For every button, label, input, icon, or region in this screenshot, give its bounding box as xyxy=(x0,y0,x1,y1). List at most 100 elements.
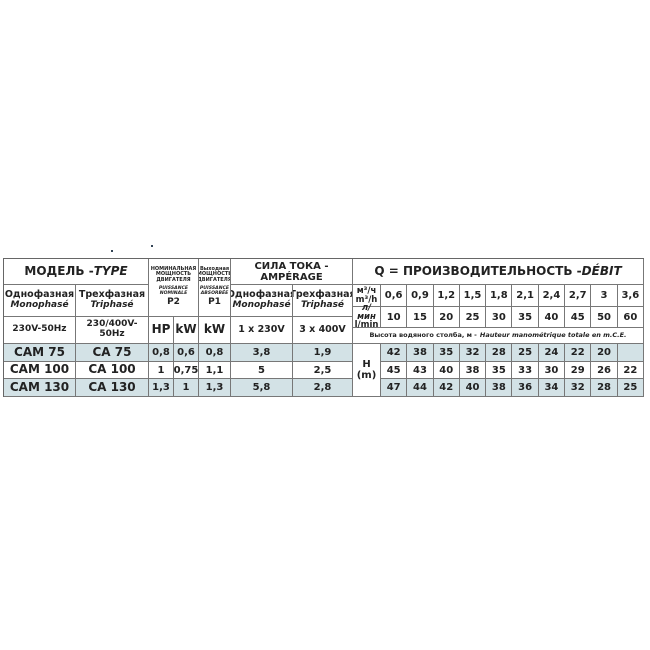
flow-m3h-value: 2,4 xyxy=(538,285,566,307)
head-value: 26 xyxy=(591,362,618,379)
flow-title-fr: DÉBIT xyxy=(581,263,622,278)
flow-m3h-value: 2,7 xyxy=(565,285,592,307)
p1-kw: 0,8 xyxy=(199,344,231,362)
model-tri: CA 75 xyxy=(76,344,149,362)
head-value: 25 xyxy=(512,344,539,362)
p1-kw-header: kW xyxy=(199,317,231,344)
head-value: 28 xyxy=(486,344,513,362)
head-value: 45 xyxy=(381,362,408,379)
head-value: 40 xyxy=(459,379,487,397)
head-value: 38 xyxy=(459,362,487,379)
amp-tri-voltage: 3 x 400V xyxy=(293,317,353,344)
flow-m3h-value: 1,8 xyxy=(486,285,513,307)
p2-kw-header: kW xyxy=(174,317,199,344)
dot-mark xyxy=(111,250,113,252)
head-value: 40 xyxy=(433,362,460,379)
unit-lmin-fr: l/min xyxy=(354,320,379,331)
flow-lmin-value: 35 xyxy=(512,307,539,328)
model-mono: CAM 130 xyxy=(4,379,76,397)
head-value: 25 xyxy=(617,379,644,397)
head-value: 44 xyxy=(407,379,434,397)
head-value: 22 xyxy=(617,362,644,379)
p2-hp: 0,8 xyxy=(149,344,174,362)
flow-lmin-value: 15 xyxy=(407,307,434,328)
amp-mono-label-fr: Monophasé xyxy=(232,299,291,310)
amp-tri: 2,5 xyxy=(293,362,353,379)
amp-tri-label-fr: Triphasé xyxy=(300,299,345,310)
amp-tri: 2,8 xyxy=(293,379,353,397)
model-tri-header: Трехфазная Triphasé xyxy=(76,285,149,317)
p2-hp: 1 xyxy=(149,362,174,379)
model-mono: CAM 75 xyxy=(4,344,76,362)
head-value: 38 xyxy=(407,344,434,362)
unit-m3h-fr: m³/h xyxy=(355,294,378,305)
dot-mark xyxy=(151,245,153,247)
unit-m3h: м³/ч m³/h xyxy=(353,285,381,307)
model-header: МОДЕЛЬ - TYPE xyxy=(4,259,149,285)
model-tri-label: Трехфазная xyxy=(78,289,146,301)
p1-fr: PUISSANCE ABSORBÉE xyxy=(199,285,230,296)
p1-ru: Выходная МОЩНОСТЬ ДВИГАТЕЛЯ xyxy=(199,266,231,283)
amp-tri-label: Трехфазная xyxy=(293,289,353,301)
head-value: 28 xyxy=(591,379,618,397)
p1-kw: 1,1 xyxy=(199,362,231,379)
amp-mono-voltage: 1 x 230V xyxy=(231,317,293,344)
height-label: Высота водяного столба, м - Hauteur mano… xyxy=(353,328,644,344)
head-value: 42 xyxy=(433,379,460,397)
model-title: МОДЕЛЬ - xyxy=(24,263,94,278)
pump-spec-table: МОДЕЛЬ - TYPE Однофазная Monophasé Трехфа… xyxy=(3,258,644,397)
height-label-fr: Hauteur manométrique totale en m.C.E. xyxy=(479,330,627,339)
p1-header: Выходная МОЩНОСТЬ ДВИГАТЕЛЯ PUISSANCE ABS… xyxy=(199,259,231,317)
flow-lmin-value: 25 xyxy=(459,307,487,328)
p2-kw: 0,6 xyxy=(174,344,199,362)
head-value: 35 xyxy=(486,362,513,379)
amp-mono: 5 xyxy=(231,362,293,379)
flow-m3h-value: 0,6 xyxy=(381,285,408,307)
flow-lmin-value: 60 xyxy=(617,307,644,328)
p2-ru: НОМИНАЛЬНАЯ МОЩНОСТЬ ДВИГАТЕЛЯ xyxy=(150,266,197,283)
head-value: 32 xyxy=(459,344,487,362)
mono-voltage: 230V-50Hz xyxy=(4,317,76,344)
head-value: 32 xyxy=(565,379,592,397)
model-title-fr: TYPE xyxy=(93,263,128,278)
unit-lmin-ru: л/мин xyxy=(357,303,376,322)
flow-lmin-value: 10 xyxy=(381,307,408,328)
flow-lmin-value: 45 xyxy=(565,307,592,328)
p2-fr: PUISSANCE NOMINALE xyxy=(158,285,189,296)
flow-lmin-value: 40 xyxy=(538,307,566,328)
head-value: 38 xyxy=(486,379,513,397)
h-unit: H (m) xyxy=(353,344,381,397)
model-mono-header: Однофазная Monophasé xyxy=(4,285,76,317)
p1-label: P1 xyxy=(208,297,221,308)
head-value xyxy=(617,344,644,362)
flow-m3h-value: 2,1 xyxy=(512,285,539,307)
model-mono-label-fr: Monophasé xyxy=(10,299,69,310)
head-value: 30 xyxy=(538,362,566,379)
flow-m3h-value: 1,5 xyxy=(459,285,487,307)
amperage-header: СИЛА ТОКА - AMPÉRAGE xyxy=(231,259,353,285)
p2-label: P2 xyxy=(167,297,180,308)
flow-title: Q = ПРОИЗВОДИТЕЛЬНОСТЬ - xyxy=(374,263,582,278)
h-unit-label: H xyxy=(362,359,371,370)
flow-m3h-value: 0,9 xyxy=(407,285,434,307)
amp-mono-label: Однофазная xyxy=(231,289,292,301)
model-tri-label-fr: Triphasé xyxy=(90,299,134,310)
head-value: 34 xyxy=(538,379,566,397)
unit-lmin: л/мин l/min xyxy=(353,303,381,331)
amp-mono: 5,8 xyxy=(231,379,293,397)
flow-lmin-value: 20 xyxy=(433,307,460,328)
p2-kw: 0,75 xyxy=(174,362,199,379)
height-label-ru: Высота водяного столба, м - xyxy=(369,330,477,339)
unit-m3h-ru: м³/ч xyxy=(356,286,377,296)
flow-m3h-value: 3 xyxy=(591,285,618,307)
flow-header: Q = ПРОИЗВОДИТЕЛЬНОСТЬ - DÉBIT xyxy=(353,259,644,285)
model-mono: CAM 100 xyxy=(4,362,76,379)
p2-hp: 1,3 xyxy=(149,379,174,397)
hp-header: HP xyxy=(149,317,174,344)
head-value: 35 xyxy=(433,344,460,362)
model-mono-label: Однофазная xyxy=(4,289,75,301)
p1-kw: 1,3 xyxy=(199,379,231,397)
flow-m3h-value: 1,2 xyxy=(433,285,460,307)
head-value: 36 xyxy=(512,379,539,397)
